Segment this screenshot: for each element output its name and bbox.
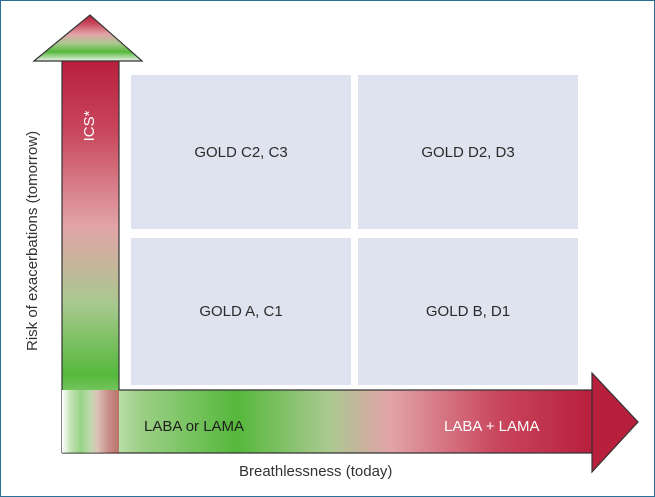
x-axis-label: Breathlessness (today) [239, 463, 393, 480]
quadrant-top-left-label: GOLD C2, C3 [194, 143, 288, 161]
y-axis-label: Risk of exacerbations (tomorrow) [24, 130, 41, 351]
quadrant-bottom-right-label: GOLD B, D1 [425, 303, 511, 320]
quadrant-bottom-left: GOLD A, C1 [131, 238, 351, 385]
quadrant-top-left: GOLD C2, C3 [131, 75, 351, 229]
quadrant-bottom-right: GOLD B, D1 [358, 238, 578, 385]
laba-plus-lama-label: LABA + LAMA [444, 418, 540, 435]
vertical-arrow-head [32, 14, 144, 62]
quadrant-bottom-left-label: GOLD A, C1 [199, 303, 283, 320]
horizontal-arrow-head [591, 371, 639, 474]
quadrant-top-right: GOLD D2, D3 [358, 75, 578, 229]
quadrant-top-right-label: GOLD D2, D3 [421, 143, 515, 161]
vertical-arrow-shaft [62, 61, 119, 453]
ics-label: ICS* [81, 110, 98, 142]
horizontal-arrow-shaft [62, 390, 592, 453]
laba-or-lama-label: LABA or LAMA [144, 418, 245, 435]
